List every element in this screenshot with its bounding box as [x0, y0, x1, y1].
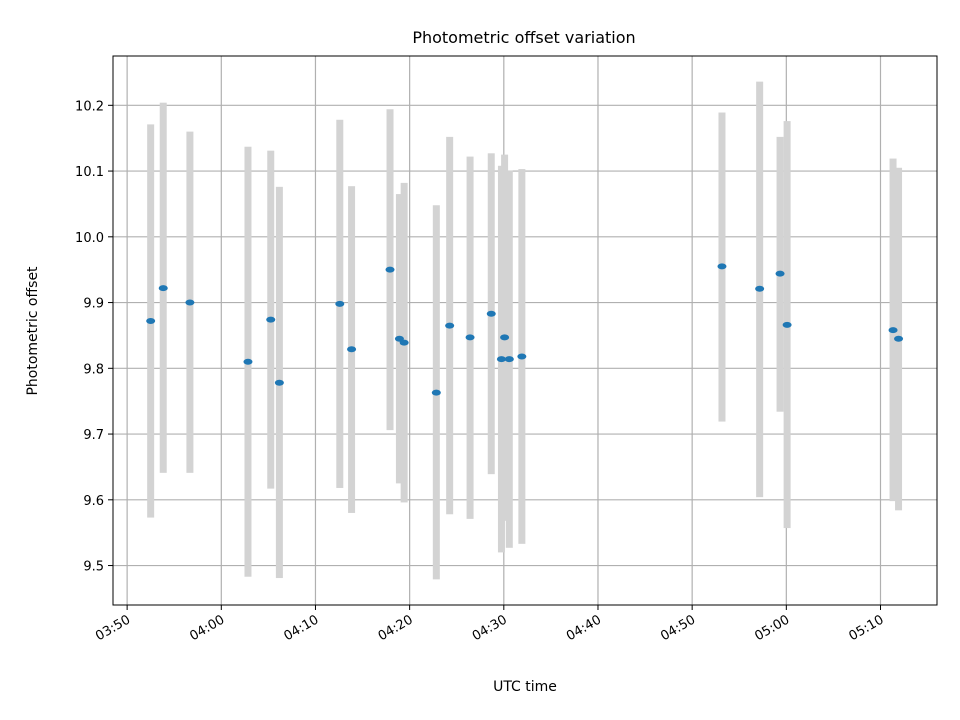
x-tick-label: 04:00 [187, 612, 227, 644]
x-axis-ticks: 03:50 04:00 04:10 04:20 04:30 04:40 04:50 05:00… [93, 605, 886, 644]
data-point [347, 346, 357, 353]
data-point [500, 334, 510, 341]
y-tick-label: 9.5 [83, 560, 104, 575]
y-tick-label: 9.8 [83, 362, 104, 377]
y-tick-label: 10.2 [75, 99, 104, 114]
data-point [888, 327, 898, 334]
data-point [243, 358, 253, 365]
data-point [274, 379, 284, 386]
data-point [445, 322, 455, 329]
data-point [158, 285, 168, 292]
chart-title: Photometric offset variation [412, 28, 635, 47]
x-axis-label: UTC time [493, 679, 557, 695]
data-point [775, 270, 785, 277]
data-point [399, 339, 409, 346]
data-point [185, 299, 195, 306]
x-tick-label: 05:10 [847, 612, 887, 644]
x-tick-label: 04:30 [470, 612, 510, 644]
data-point [782, 321, 792, 328]
x-tick-label: 04:10 [282, 612, 322, 644]
data-point [266, 316, 276, 323]
x-tick-label: 05:00 [752, 612, 792, 644]
data-point [496, 356, 506, 363]
y-axis-ticks: 9.5 9.6 9.7 9.8 9.9 10.0 10.1 10.2 [75, 99, 113, 575]
y-tick-label: 10.0 [75, 231, 104, 246]
y-tick-label: 9.9 [83, 297, 104, 312]
y-tick-label: 9.6 [83, 494, 104, 509]
data-point [385, 266, 395, 273]
y-tick-label: 9.7 [83, 428, 104, 443]
data-point [431, 389, 441, 396]
data-point [717, 263, 727, 270]
data-points [146, 263, 904, 396]
data-point [146, 317, 156, 324]
data-point [486, 310, 496, 317]
data-point [465, 334, 475, 341]
y-axis-label: Photometric offset [25, 266, 41, 396]
plot-frame [112, 55, 938, 606]
y-tick-label: 10.1 [75, 165, 104, 180]
x-tick-label: 04:20 [376, 612, 416, 644]
data-point [755, 285, 765, 292]
data-point [504, 356, 514, 363]
x-tick-label: 03:50 [93, 612, 133, 644]
error-bars [147, 81, 903, 580]
data-point [335, 300, 345, 307]
x-tick-label: 04:40 [564, 612, 604, 644]
x-tick-label: 04:50 [658, 612, 698, 644]
data-point [894, 335, 904, 342]
data-point [517, 353, 527, 360]
